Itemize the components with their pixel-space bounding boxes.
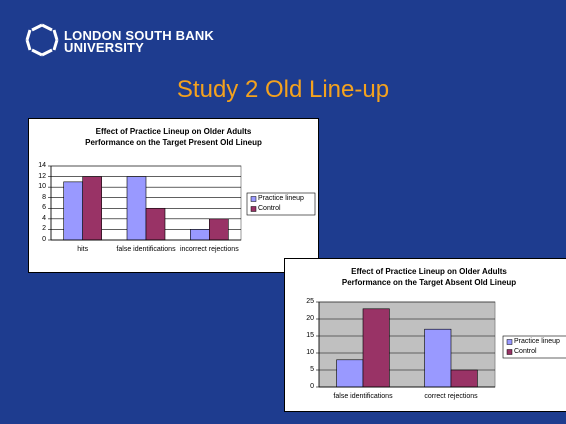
y-tick-label: 25: [306, 298, 314, 305]
legend-swatch: [506, 339, 513, 345]
slide-title: Study 2 Old Line-up: [176, 76, 390, 103]
y-tick-label: 15: [306, 332, 314, 339]
y-tick-label: 2: [42, 225, 46, 233]
chart: Effect of Practice Lineup on Older Adult…: [284, 258, 566, 412]
bar: [450, 369, 478, 388]
y-tick-label: 14: [38, 162, 46, 169]
bar: [145, 207, 166, 241]
chart-title: Performance on the Target Absent Old Lin…: [341, 278, 517, 287]
logo-text: LONDON SOUTH BANK UNIVERSITY: [64, 28, 215, 55]
legend-box: [502, 335, 566, 359]
legend-label: Practice lineup: [514, 338, 560, 345]
legend-label: Practice lineup: [258, 195, 304, 202]
y-tick-label: 0: [310, 383, 314, 390]
bar: [362, 308, 390, 388]
y-tick-label: 4: [42, 214, 46, 222]
bar: [82, 176, 102, 241]
logo-line: UNIVERSITY: [64, 40, 145, 55]
bar: [336, 359, 364, 388]
y-tick-label: 20: [306, 315, 314, 322]
chart-svg: [48, 165, 316, 241]
chart-title: Effect of Practice Lineup on Older Adult…: [351, 267, 507, 276]
legend-swatch: [250, 206, 257, 212]
x-tick-label: false identifications: [116, 246, 176, 253]
x-tick-label: false identifications: [333, 393, 393, 400]
x-tick-label: hits: [77, 246, 89, 253]
y-tick-label: 12: [38, 172, 46, 180]
y-tick-label: 10: [306, 349, 314, 356]
y-tick-label: 0: [42, 236, 46, 243]
legend-swatch: [250, 196, 257, 202]
x-tick-label: incorrect rejections: [179, 246, 239, 253]
chart: Effect of Practice Lineup on Older Adult…: [28, 118, 319, 273]
logo-icon: [25, 23, 59, 57]
y-tick-label: 10: [38, 183, 46, 191]
y-tick-label: 5: [310, 366, 314, 373]
bar: [63, 181, 83, 241]
bar: [209, 218, 229, 241]
bar: [190, 229, 210, 241]
chart-title: Effect of Practice Lineup on Older Adult…: [95, 127, 252, 136]
bar: [126, 176, 147, 241]
legend-label: Control: [514, 348, 537, 355]
legend-swatch: [506, 349, 513, 355]
x-tick-label: correct rejections: [424, 393, 478, 400]
legend-box: [246, 192, 316, 216]
y-tick-label: 6: [42, 204, 46, 212]
bar: [424, 328, 452, 388]
y-tick-label: 8: [42, 193, 46, 201]
legend-label: Control: [258, 205, 281, 212]
logo-line: LONDON SOUTH BANK: [64, 28, 215, 43]
chart-svg: [316, 301, 566, 388]
chart-title: Performance on the Target Present Old Li…: [85, 138, 262, 147]
